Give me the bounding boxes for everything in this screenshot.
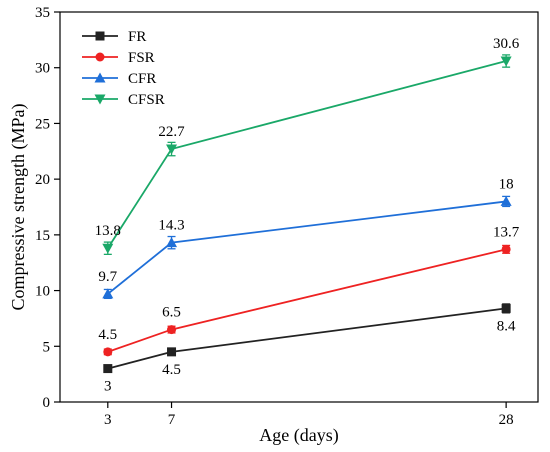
data-label: 14.3 [158, 218, 184, 234]
y-tick-label: 10 [35, 284, 50, 300]
data-point-fsr [167, 325, 177, 335]
series-layer [102, 54, 512, 374]
data-point-cfsr [102, 243, 114, 254]
data-point-cfr [166, 237, 178, 248]
data-point-fsr [103, 347, 113, 357]
data-label: 3 [104, 379, 112, 395]
y-tick-label: 15 [35, 228, 50, 244]
y-tick-label: 30 [35, 61, 50, 77]
legend-marker [95, 52, 105, 62]
legend-item-fr: FR [82, 29, 146, 45]
data-label: 4.5 [162, 362, 181, 378]
data-point-fr [103, 364, 113, 374]
legend-item-cfsr: CFSR [82, 92, 165, 108]
y-tick-label: 20 [35, 172, 50, 188]
data-label: 22.7 [158, 124, 185, 140]
data-point-cfr [500, 195, 512, 206]
legend-label: CFSR [128, 92, 165, 108]
plot-frame [59, 11, 539, 403]
series-fr [103, 303, 511, 374]
y-tick-label: 35 [35, 5, 50, 21]
y-axis-title: Compressive strength (MPa) [8, 104, 29, 311]
data-point-fr [167, 347, 177, 357]
y-tick-label: 5 [43, 339, 51, 355]
y-axis: 0 5 10 15 20 25 30 35 [35, 5, 60, 411]
data-label: 9.7 [98, 269, 117, 285]
data-point-cfsr [500, 56, 512, 67]
data-point-cfr [102, 288, 114, 299]
x-tick-label: 7 [168, 412, 176, 428]
data-label: 13.7 [493, 224, 520, 240]
data-point-fsr [501, 244, 511, 254]
legend-marker [94, 72, 106, 83]
x-axis-title: Age (days) [259, 425, 338, 446]
x-axis: 3 7 28 [104, 402, 514, 428]
data-point-fr [501, 303, 511, 313]
x-tick-label: 3 [104, 412, 112, 428]
legend-item-cfr: CFR [82, 71, 156, 87]
legend-marker [94, 94, 106, 105]
series-fsr [103, 244, 511, 357]
series-cfr [102, 195, 512, 300]
legend-label: FSR [128, 50, 155, 66]
y-tick-label: 25 [35, 116, 50, 132]
legend-item-fsr: FSR [82, 50, 155, 66]
series-line-cfr [107, 200, 507, 295]
data-point-cfsr [166, 144, 178, 155]
y-tick-label: 0 [43, 395, 51, 411]
data-label: 30.6 [493, 36, 520, 52]
data-label: 13.8 [95, 223, 121, 239]
data-label: 18 [499, 176, 514, 192]
legend-marker [95, 31, 105, 41]
series-line-fsr [107, 248, 507, 353]
x-tick-label: 28 [499, 412, 514, 428]
data-label: 6.5 [162, 305, 181, 321]
legend: FR FSR CFR CFSR [82, 29, 165, 108]
series-cfsr [102, 54, 512, 256]
legend-label: CFR [128, 71, 156, 87]
legend-label: FR [128, 29, 146, 45]
data-label: 4.5 [98, 327, 117, 343]
data-labels: 3 4.5 8.4 4.5 6.5 13.7 9.7 14.3 18 13.8 22.7 30.6 [95, 36, 520, 395]
data-label: 8.4 [497, 318, 516, 334]
